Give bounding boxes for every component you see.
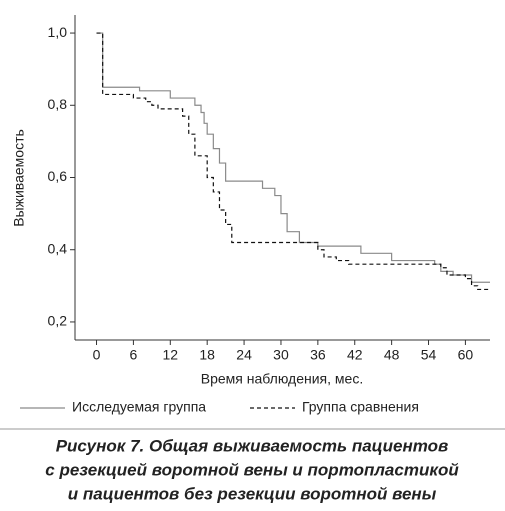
survival-line — [96, 32, 490, 283]
x-tick-label: 24 — [236, 347, 252, 363]
y-tick-label: 0,4 — [48, 240, 68, 256]
caption: с резекцией воротной вены и портопластик… — [45, 460, 459, 479]
y-tick-label: 0,2 — [48, 313, 68, 329]
caption: Рисунок 7. Общая выживаемость пациентов — [56, 436, 449, 455]
x-tick-label: 42 — [347, 347, 363, 363]
y-tick-label: 1,0 — [48, 24, 68, 40]
y-tick-label: 0,8 — [48, 96, 68, 112]
y-axis-label: Выживаемость — [11, 129, 27, 227]
x-axis-label: Время наблюдения, мес. — [201, 371, 363, 387]
x-tick-label: 18 — [199, 347, 215, 363]
x-tick-label: 6 — [130, 347, 138, 363]
x-tick-label: 60 — [458, 347, 474, 363]
x-tick-label: 12 — [163, 347, 179, 363]
x-tick-label: 54 — [421, 347, 437, 363]
caption: и пациентов без резекции воротной вены — [68, 484, 437, 503]
legend-label: Исследуемая группа — [72, 399, 206, 415]
x-tick-label: 48 — [384, 347, 400, 363]
legend-label: Группа сравнения — [302, 399, 419, 415]
x-tick-label: 36 — [310, 347, 326, 363]
x-tick-label: 0 — [93, 347, 101, 363]
y-tick-label: 0,6 — [48, 168, 68, 184]
x-tick-label: 30 — [273, 347, 289, 363]
survival-line — [96, 32, 490, 291]
